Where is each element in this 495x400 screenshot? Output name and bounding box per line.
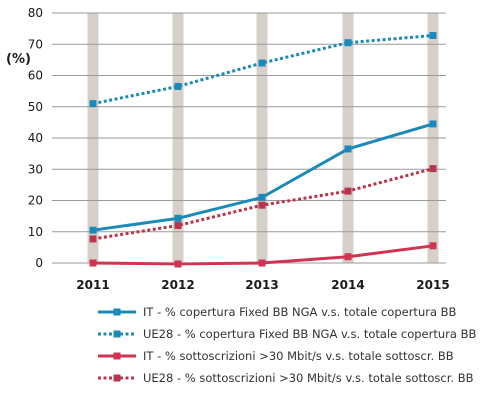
series-4: [89, 165, 437, 243]
data-point: [429, 165, 437, 173]
y-axis-ticks: 0 10 20 30 40 50 60 70 80: [28, 6, 43, 270]
legend-item: UE28 - % sottoscrizioni >30 Mbit/s v.s. …: [98, 371, 474, 385]
x-tick-label: 2015: [416, 278, 449, 292]
legend-swatch-marker: [113, 352, 121, 360]
y-tick-label: 40: [28, 131, 43, 145]
data-point: [89, 235, 97, 243]
legend-label: UE28 - % copertura Fixed BB NGA v.s. tot…: [143, 327, 476, 341]
data-point: [174, 82, 182, 90]
series-lines: [89, 32, 437, 268]
legend-swatch-marker: [113, 374, 121, 382]
legend-swatch-marker: [113, 308, 121, 316]
series-1: [89, 120, 437, 234]
legend-label: IT - % sottoscrizioni >30 Mbit/s v.s. to…: [143, 349, 454, 363]
x-tick-label: 2014: [331, 278, 364, 292]
data-point: [89, 226, 97, 234]
series-line: [92, 34, 434, 106]
data-point: [258, 193, 266, 201]
y-tick-label: 10: [28, 225, 43, 239]
data-point: [174, 260, 182, 268]
series-2: [89, 32, 437, 108]
data-point: [344, 39, 352, 47]
legend-label: UE28 - % sottoscrizioni >30 Mbit/s v.s. …: [143, 371, 474, 385]
y-tick-label: 0: [35, 256, 43, 270]
y-tick-label: 20: [28, 194, 43, 208]
x-tick-label: 2012: [161, 278, 194, 292]
data-point: [174, 214, 182, 222]
legend-swatch-marker: [113, 330, 121, 338]
legend-item: IT - % sottoscrizioni >30 Mbit/s v.s. to…: [98, 349, 454, 363]
x-axis-ticks: 2011 2012 2013 2014 2015: [76, 278, 449, 292]
y-axis-label: (%): [6, 52, 31, 67]
data-point: [258, 259, 266, 267]
x-tick-label: 2013: [245, 278, 278, 292]
y-tick-label: 60: [28, 69, 43, 83]
data-point: [89, 259, 97, 267]
legend: IT - % copertura Fixed BB NGA v.s. total…: [98, 305, 476, 385]
series-3: [89, 242, 437, 268]
legend-item: UE28 - % copertura Fixed BB NGA v.s. tot…: [98, 327, 476, 341]
data-point: [429, 242, 437, 250]
data-point: [344, 145, 352, 153]
data-point: [429, 120, 437, 128]
data-point: [258, 201, 266, 209]
legend-label: IT - % copertura Fixed BB NGA v.s. total…: [143, 305, 457, 319]
data-point: [89, 100, 97, 108]
data-point: [174, 222, 182, 229]
y-tick-label: 50: [28, 100, 43, 114]
data-point: [344, 187, 352, 195]
data-point: [429, 32, 437, 39]
y-tick-label: 30: [28, 162, 43, 176]
y-tick-label: 70: [28, 37, 43, 51]
legend-item: IT - % copertura Fixed BB NGA v.s. total…: [98, 305, 457, 319]
data-point: [258, 59, 266, 67]
y-tick-label: 80: [28, 6, 43, 20]
x-tick-label: 2011: [76, 278, 109, 292]
data-point: [344, 253, 352, 261]
